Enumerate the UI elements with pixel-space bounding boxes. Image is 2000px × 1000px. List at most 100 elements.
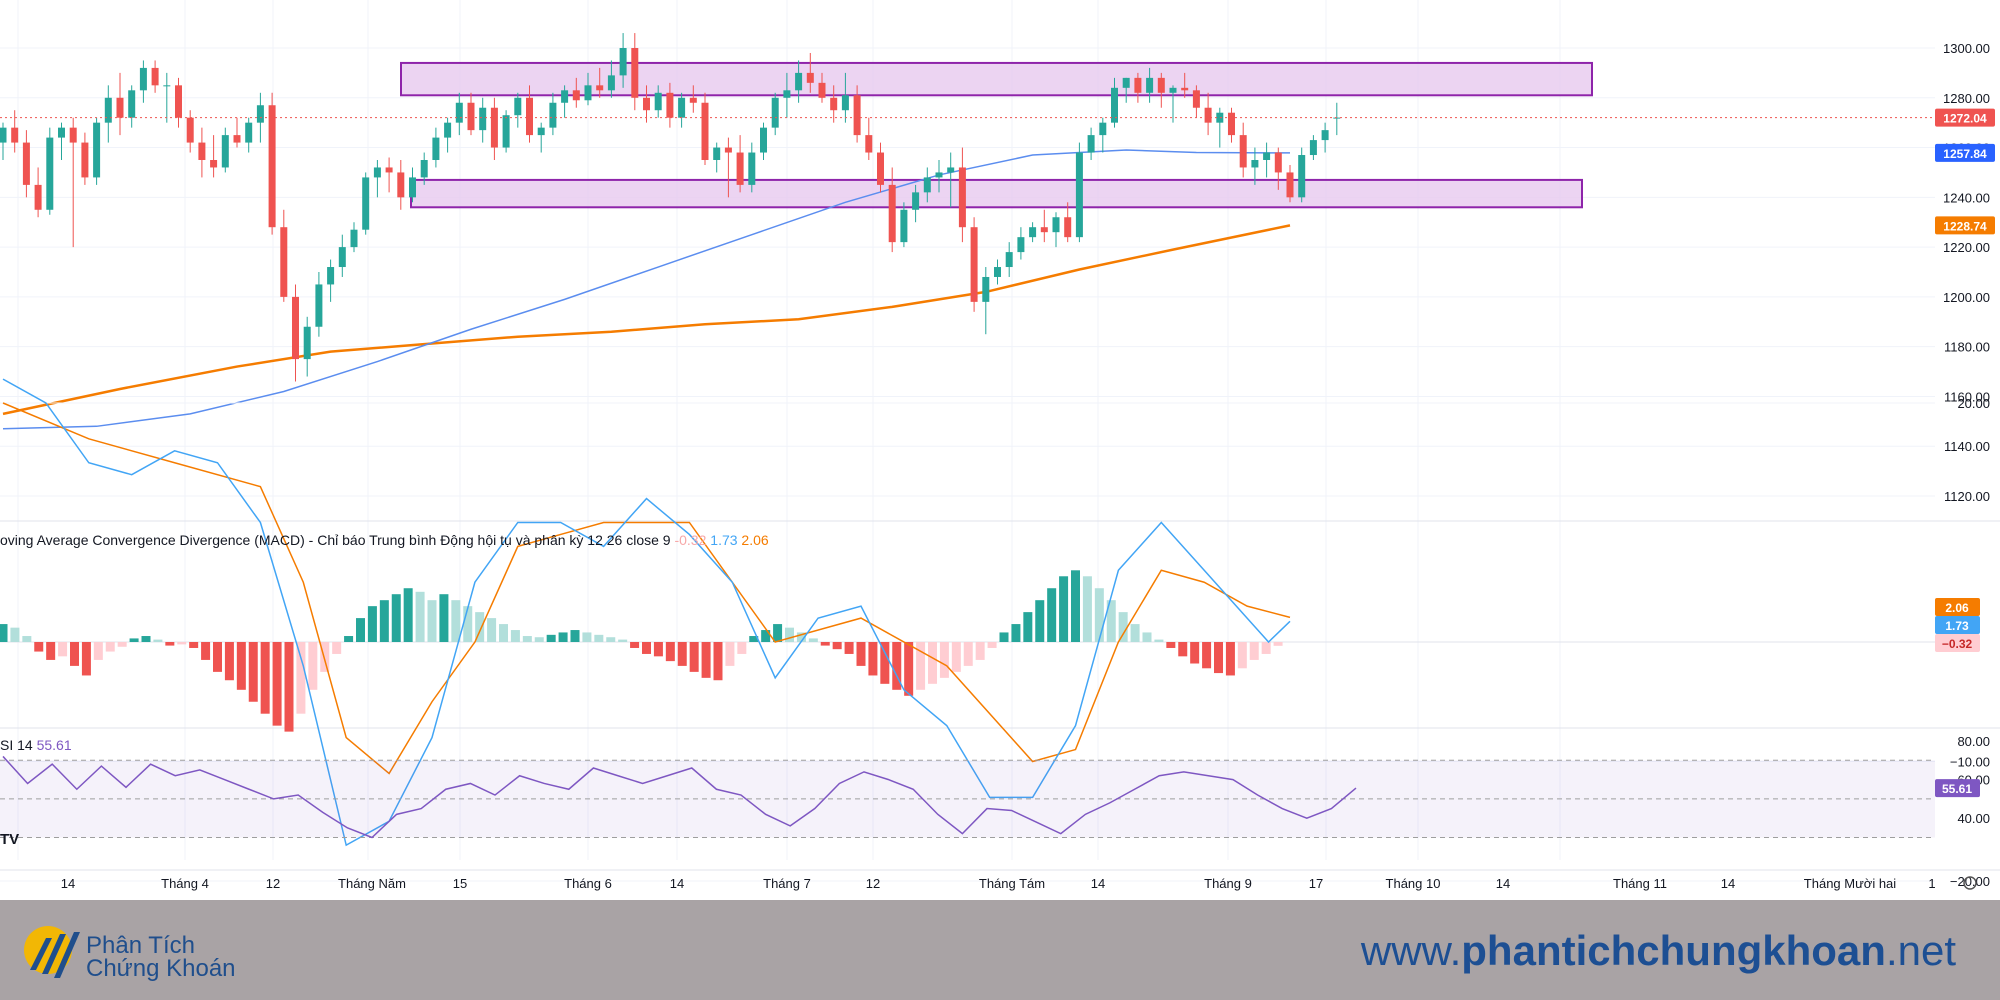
chart-area[interactable]: 1300.001280.001260.001240.001220.001200.… [0, 0, 2000, 900]
candle-body [818, 82, 826, 98]
time-axis: 14 Tháng 4 12 Tháng Năm 15 Tháng 6 14 Tháng 7 12… [0, 869, 2000, 891]
macd-tick-label: −10.00 [1950, 755, 1990, 770]
site-name: phantichchungkhoan [1461, 927, 1886, 974]
macd-histogram-bar [1214, 642, 1223, 674]
macd-histogram-bar [606, 637, 616, 642]
candle-body [81, 142, 89, 178]
candle-body [93, 122, 101, 178]
candle-body [175, 85, 182, 118]
macd-histogram-bar [534, 637, 544, 642]
macd-axis-badge-label: 2.06 [1945, 601, 1969, 615]
candle-body [350, 229, 358, 248]
candle-body [292, 296, 299, 360]
candle-body [11, 127, 19, 143]
candle-body [1204, 107, 1212, 123]
macd-axis-badge [1935, 634, 1980, 652]
candle-body [654, 92, 662, 111]
candle-body [69, 127, 77, 143]
macd-histogram-bar [165, 642, 175, 646]
macd-histogram-bar [141, 636, 151, 642]
time-tick-label: 12 [866, 876, 880, 891]
macd-histogram-bar [1011, 624, 1021, 642]
candle-body [1111, 87, 1118, 123]
macd-histogram-bar [630, 642, 640, 648]
macd-histogram-bar [367, 606, 377, 642]
macd-histogram-bar [344, 636, 354, 642]
time-tick-label: 14 [1721, 876, 1735, 891]
candle-body [327, 267, 335, 285]
macd-histogram-bar [725, 642, 735, 666]
candle-body [760, 127, 767, 153]
candle-body [958, 167, 966, 228]
rsi-value: 55.61 [37, 737, 72, 753]
macd-histogram-bar [808, 638, 818, 642]
candle-body [619, 48, 627, 76]
macd-histogram-bar [975, 642, 985, 660]
candle-body [303, 326, 311, 360]
macd-histogram-bar [213, 642, 222, 672]
macd-histogram-bar [439, 594, 449, 642]
candle-body [455, 102, 463, 123]
candle-body [1181, 87, 1189, 91]
macd-histogram-bar [689, 642, 699, 672]
macd-line-value: 1.73 [710, 532, 741, 548]
macd-histogram-bar [1023, 612, 1033, 642]
macd-histogram-bar [856, 642, 866, 666]
macd-histogram-bar [1225, 642, 1235, 676]
candle-body [1064, 217, 1072, 238]
logo-line-2: Chứng Khoán [86, 955, 236, 982]
time-tick-label: 14 [61, 876, 75, 891]
time-tick-label: 14 [1496, 876, 1510, 891]
candle-body [198, 142, 206, 160]
macd-pane: 20.00 −10.00 −20.00 oving Average Convergen… [0, 378, 1990, 889]
price-tick-label: 1120.00 [1944, 489, 1990, 504]
macd-histogram-bar [1154, 639, 1164, 642]
candle-body [163, 85, 171, 87]
macd-histogram-bar [10, 627, 20, 642]
candle-body [549, 102, 557, 128]
candle-body [104, 97, 112, 123]
candle-body [1052, 217, 1060, 233]
candle-body [420, 160, 428, 178]
macd-histogram-bar [1202, 642, 1212, 669]
candle-body [1251, 160, 1259, 168]
candle-body [409, 177, 416, 198]
macd-histogram-bar [1071, 570, 1080, 642]
candle-body [912, 192, 920, 210]
macd-axis-badge-label: −0.32 [1942, 637, 1973, 651]
macd-histogram-bar [1094, 588, 1104, 642]
macd-histogram-bar [510, 630, 520, 642]
tradingview-logo: TV [0, 831, 19, 848]
price-axis-badge [1935, 108, 1995, 127]
macd-histogram-bar [81, 642, 91, 676]
macd-histogram-bar [951, 642, 961, 672]
candle-body [736, 152, 744, 185]
macd-histogram-bar [1261, 642, 1271, 654]
macd-histogram-bar [820, 642, 830, 646]
macd-histogram-bar [594, 634, 604, 642]
rsi-title: SI 14 55.61 [0, 737, 72, 753]
candle-body [1298, 155, 1306, 198]
settings-gear-icon [1963, 876, 1977, 890]
candle-body [315, 284, 323, 327]
website-url[interactable]: www.phantichchungkhoan.net [1361, 927, 1956, 975]
macd-histogram-bar [284, 642, 294, 732]
candle-body [596, 85, 604, 91]
ma-blue-line [2, 149, 1291, 430]
time-tick-label: Tháng 9 [1204, 876, 1252, 891]
candle-body [561, 90, 569, 103]
macd-axis-badge [1935, 598, 1980, 616]
rsi-line [2, 755, 1357, 839]
macd-histogram-bar [963, 642, 973, 666]
site-suffix: .net [1885, 927, 1956, 974]
macd-histogram-bar [105, 642, 115, 652]
macd-histogram-bar [844, 642, 854, 654]
macd-histogram-bar [832, 642, 842, 650]
macd-histogram-bar [117, 642, 127, 647]
macd-histogram-bar [427, 600, 437, 642]
support-zone [410, 178, 1583, 209]
logo-icon [24, 926, 80, 978]
price-tick-label: 1240.00 [1943, 190, 1990, 205]
price-tick-label: 1140.00 [1944, 439, 1990, 454]
macd-histogram-bar [1142, 632, 1152, 642]
